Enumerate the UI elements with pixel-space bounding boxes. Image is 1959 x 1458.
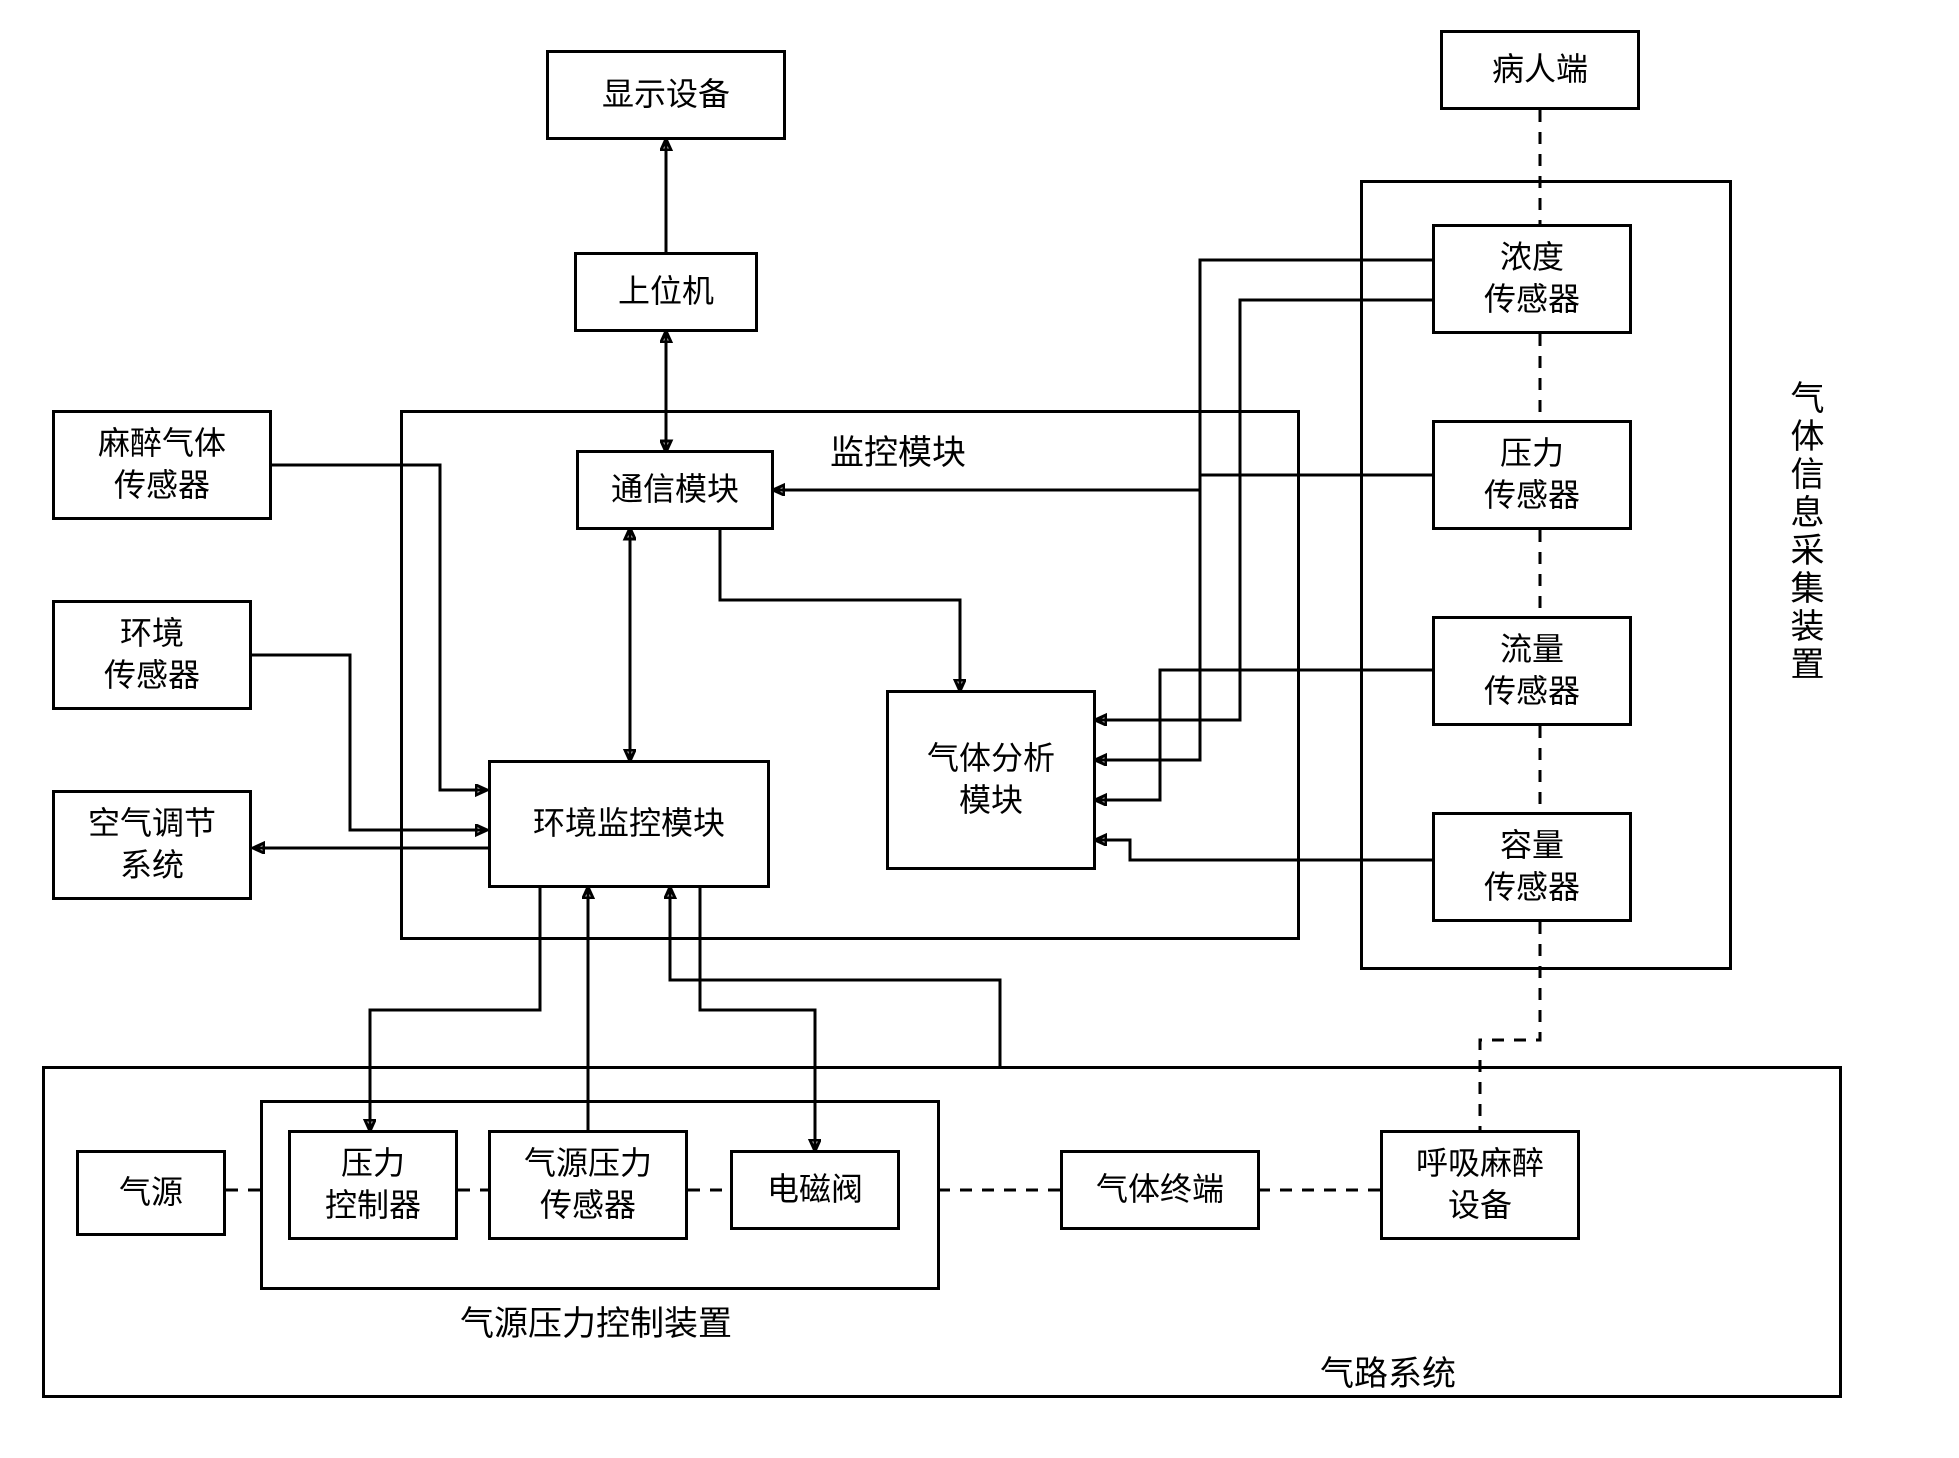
node-env-sensor: 环境 传感器 (52, 600, 252, 710)
node-gas-source: 气源 (76, 1150, 226, 1236)
node-comm-module: 通信模块 (576, 450, 774, 530)
node-src-press-sensor: 气源压力 传感器 (488, 1130, 688, 1240)
node-press-controller: 压力 控制器 (288, 1130, 458, 1240)
node-pressure-sensor: 压力 传感器 (1432, 420, 1632, 530)
node-flow-sensor: 流量 传感器 (1432, 616, 1632, 726)
node-volume-sensor: 容量 传感器 (1432, 812, 1632, 922)
label-monitor-module: 监控模块 (830, 425, 966, 474)
label-gas-info-device: 气体信息采集装置 (1780, 380, 1829, 684)
node-anes-gas-sensor: 麻醉气体 传感器 (52, 410, 272, 520)
node-resp-anes-dev: 呼吸麻醉 设备 (1380, 1130, 1580, 1240)
node-solenoid: 电磁阀 (730, 1150, 900, 1230)
node-gas-terminal: 气体终端 (1060, 1150, 1260, 1230)
node-env-monitor: 环境监控模块 (488, 760, 770, 888)
node-display-device: 显示设备 (546, 50, 786, 140)
label-src-press-ctrl: 气源压力控制装置 (460, 1296, 732, 1345)
node-host: 上位机 (574, 252, 758, 332)
node-conc-sensor: 浓度 传感器 (1432, 224, 1632, 334)
node-patient: 病人端 (1440, 30, 1640, 110)
label-gas-system: 气路系统 (1320, 1346, 1456, 1395)
node-gas-analysis: 气体分析 模块 (886, 690, 1096, 870)
node-air-adjust: 空气调节 系统 (52, 790, 252, 900)
